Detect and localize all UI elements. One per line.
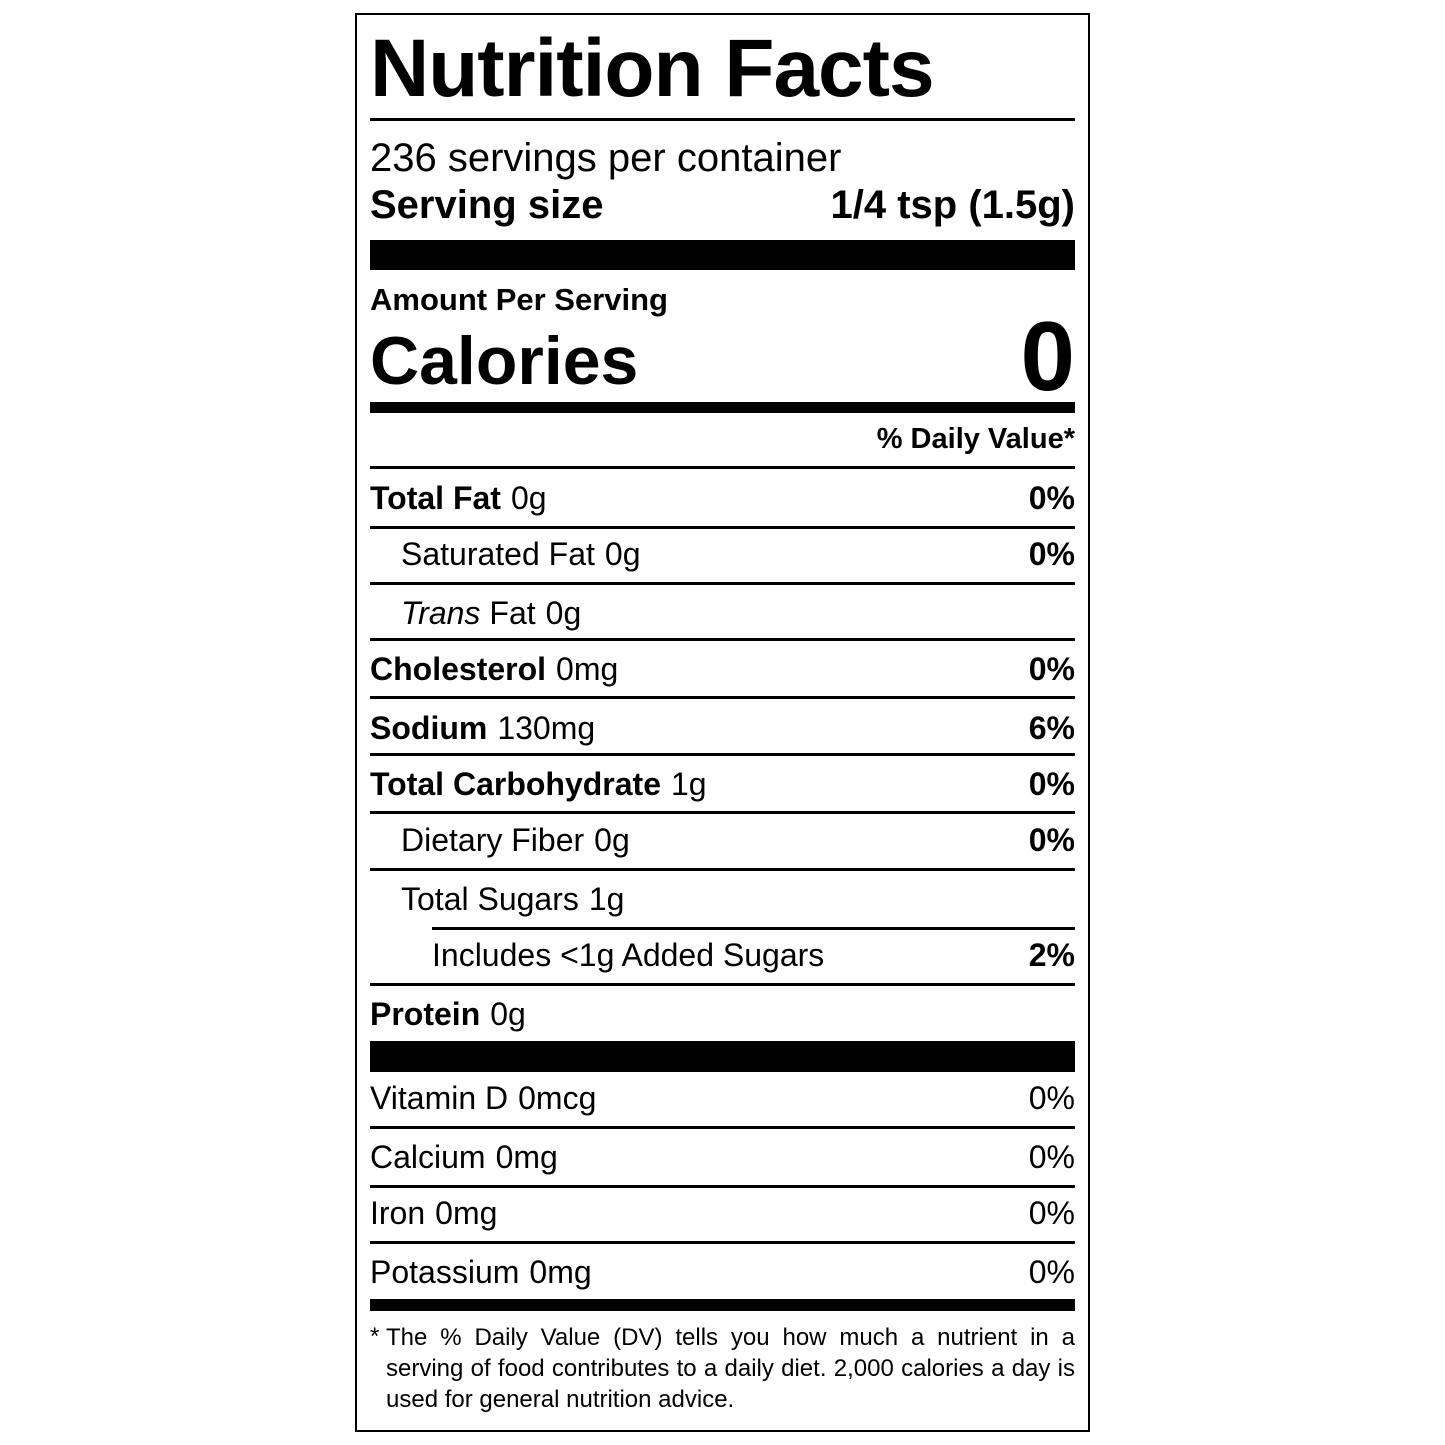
medium-bar — [370, 1299, 1075, 1311]
nutrient-amount: 0g — [510, 479, 547, 516]
nutrient-amount: 0g — [604, 535, 641, 572]
nutrient-dv: 0% — [1028, 535, 1075, 572]
nutrient-row: Total Fat 0g 0% — [370, 470, 1075, 526]
label-border — [355, 13, 1090, 1432]
nutrient-amount: 0g — [594, 821, 630, 858]
vitamin-dv: 0% — [1028, 1079, 1075, 1116]
nutrient-row: Total Sugars 1g — [370, 871, 1075, 927]
nutrient-amount: 0g — [545, 594, 582, 631]
nutrient-name: Fat — [489, 594, 536, 631]
medium-bar — [370, 402, 1075, 413]
daily-value-header: % Daily Value* — [876, 423, 1075, 455]
vitamin-name: Potassium — [370, 1253, 520, 1290]
thick-bar — [370, 1041, 1075, 1072]
title: Nutrition Facts — [370, 23, 935, 114]
rule — [370, 1241, 1075, 1244]
rule — [370, 466, 1075, 469]
nutrient-row: Total Carbohydrate 1g 0% — [370, 756, 1075, 812]
footnote-marker: * — [370, 1323, 380, 1350]
nutrient-row: Trans Fat 0g — [370, 585, 1075, 641]
nutrient-name: Total Carbohydrate — [370, 765, 661, 802]
nutrient-name: Dietary Fiber — [401, 821, 585, 858]
nutrient-dv: 0% — [1028, 650, 1075, 687]
nutrient-row: Sodium 130mg 6% — [370, 700, 1075, 756]
calories-value: 0 — [1020, 301, 1075, 411]
nutrient-amount: 0g — [490, 995, 526, 1032]
vitamin-dv: 0% — [1028, 1138, 1075, 1175]
calories-label: Calories — [370, 323, 639, 399]
serving-size-label: Serving size — [370, 183, 604, 227]
nutrient-dv: 2% — [1028, 936, 1075, 973]
vitamin-dv: 0% — [1028, 1253, 1075, 1290]
rule — [432, 927, 1075, 930]
serving-size-value: 1/4 tsp (1.5g) — [830, 183, 1075, 227]
vitamin-row: Calcium 0mg 0% — [370, 1129, 1075, 1185]
nutrient-name: Protein — [370, 995, 481, 1032]
vitamin-row: Iron 0mg 0% — [370, 1185, 1075, 1241]
rule — [370, 696, 1075, 699]
nutrient-amount: 0mg — [556, 650, 619, 687]
rule — [370, 118, 1075, 121]
nutrient-row: Dietary Fiber 0g 0% — [370, 812, 1075, 868]
vitamin-name: Calcium — [370, 1138, 486, 1175]
rule — [370, 582, 1075, 585]
vitamin-name: Vitamin D — [370, 1079, 509, 1116]
rule — [370, 868, 1075, 871]
nutrient-name: Sodium — [370, 709, 488, 746]
rule — [370, 1185, 1075, 1188]
rule — [370, 983, 1075, 986]
nutrient-amount: 1g — [588, 880, 625, 917]
nutrient-name: Total Sugars — [401, 880, 579, 917]
rule — [370, 753, 1075, 756]
vitamin-dv: 0% — [1028, 1194, 1075, 1231]
nutrient-name-italic: Trans — [401, 594, 481, 631]
vitamin-row: Vitamin D 0mcg 0% — [370, 1070, 1075, 1126]
vitamin-row: Potassium 0mg 0% — [370, 1244, 1075, 1300]
nutrient-dv: 6% — [1028, 709, 1075, 746]
nutrient-dv: 0% — [1028, 479, 1075, 516]
amount-per-serving: Amount Per Serving — [370, 282, 668, 317]
rule — [370, 1126, 1075, 1129]
vitamin-amount: 0mcg — [518, 1079, 597, 1116]
nutrient-dv: 0% — [1028, 765, 1075, 802]
nutrient-row: Includes <1g Added Sugars 2% — [370, 927, 1075, 983]
nutrient-amount: 1g — [671, 765, 707, 802]
nutrient-name: Total Fat — [370, 479, 501, 516]
rule — [370, 638, 1075, 641]
thick-bar — [370, 240, 1075, 270]
rule — [370, 811, 1075, 814]
nutrient-row: Cholesterol 0mg 0% — [370, 641, 1075, 697]
vitamin-amount: 0mg — [435, 1194, 498, 1231]
nutrient-row: Protein 0g — [370, 986, 1075, 1042]
nutrient-name: Includes <1g Added Sugars — [432, 936, 825, 973]
rule — [370, 526, 1075, 529]
footnote-text: The % Daily Value (DV) tells you how muc… — [386, 1324, 1075, 1413]
nutrient-name: Saturated Fat — [401, 535, 595, 572]
vitamin-name: Iron — [370, 1194, 426, 1231]
nutrient-amount: 130mg — [497, 709, 596, 746]
nutrient-name: Cholesterol — [370, 650, 547, 687]
nutrient-dv: 0% — [1028, 821, 1075, 858]
vitamin-amount: 0mg — [529, 1253, 592, 1290]
vitamin-amount: 0mg — [495, 1138, 558, 1175]
servings: 236 servings per container — [370, 136, 842, 180]
nutrient-row: Saturated Fat 0g 0% — [370, 526, 1075, 582]
